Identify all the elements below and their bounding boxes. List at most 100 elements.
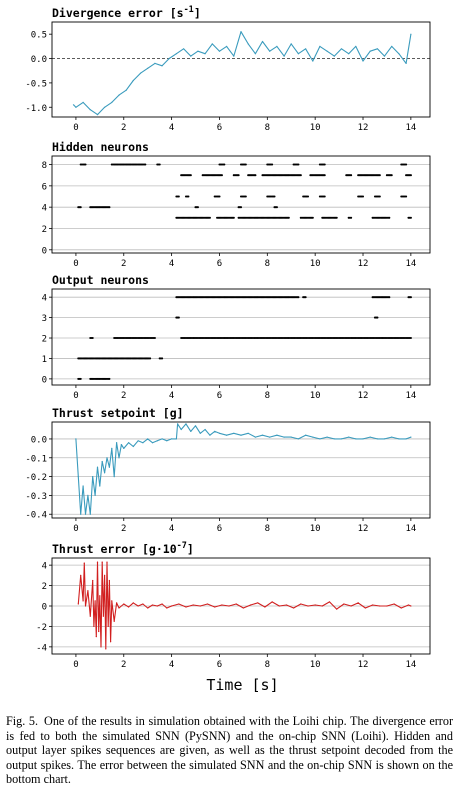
data-point <box>276 434 278 436</box>
x-tick-label: 0 <box>73 123 78 133</box>
data-point <box>321 605 323 607</box>
x-tick-label: 2 <box>121 391 126 401</box>
data-point <box>410 605 412 607</box>
data-point <box>283 55 285 57</box>
data-point <box>250 604 252 606</box>
data-line <box>73 31 412 116</box>
data-point <box>154 62 156 64</box>
x-tick-label: 10 <box>310 524 321 534</box>
chart-title: Output neurons <box>52 273 149 287</box>
data-point <box>300 603 302 605</box>
data-point <box>376 438 378 440</box>
y-tick-label: 8 <box>42 161 47 171</box>
data-point <box>398 53 400 55</box>
data-point <box>247 432 249 434</box>
data-point <box>125 89 127 91</box>
data-line <box>75 423 412 515</box>
spike-point <box>244 163 247 166</box>
data-point <box>226 45 228 48</box>
x-tick-label: 0 <box>73 391 78 401</box>
spike-point <box>335 216 338 219</box>
spike-point <box>153 336 156 340</box>
x-tick-label: 8 <box>265 524 270 534</box>
x-tick-label: 4 <box>169 123 174 133</box>
x-tick-label: 2 <box>121 524 126 534</box>
data-point <box>400 607 402 609</box>
chart-title-main: Hidden neurons <box>52 140 149 154</box>
data-point <box>80 513 82 515</box>
x-tick-label: 8 <box>265 259 270 269</box>
data-point <box>326 436 328 438</box>
data-point <box>104 106 106 108</box>
figure-x-axis-label-container: Time [s] <box>0 676 459 695</box>
x-tick-label: 6 <box>217 660 222 670</box>
plot-frame <box>51 21 431 118</box>
y-tick-label: 0 <box>42 246 47 256</box>
spike-point <box>244 195 247 198</box>
spike-point <box>218 195 221 198</box>
figure-caption: Fig. 5. One of the results in simulation … <box>6 714 453 787</box>
x-tick-label: 14 <box>405 524 416 534</box>
x-tick-label: 10 <box>310 123 321 133</box>
spike-point <box>409 174 412 177</box>
data-point <box>87 494 89 496</box>
data-point <box>102 615 104 617</box>
data-point <box>142 442 144 444</box>
chart-title-main: Thrust setpoint [g] <box>52 406 184 420</box>
data-point <box>278 605 280 607</box>
x-tick-label: 6 <box>217 123 222 133</box>
data-point <box>177 423 179 425</box>
data-point <box>312 436 314 438</box>
spike-point <box>350 216 353 219</box>
data-point <box>242 607 244 609</box>
data-point <box>405 62 407 64</box>
caption-text: One of the results in simulation obtaine… <box>6 714 454 787</box>
x-tick-label: 2 <box>121 660 126 670</box>
x-tick-label: 12 <box>358 259 369 269</box>
data-point <box>340 48 343 50</box>
data-point <box>118 457 120 459</box>
data-point <box>161 65 163 67</box>
chart-title-superscript: -7 <box>177 541 187 551</box>
x-tick-label: 4 <box>169 660 174 670</box>
data-point <box>96 114 99 116</box>
x-tick-label: 12 <box>358 660 369 670</box>
data-point <box>199 605 201 607</box>
data-point <box>336 608 338 610</box>
data-point <box>139 72 142 74</box>
y-tick-label: 4 <box>42 294 47 304</box>
data-point <box>105 648 107 650</box>
data-point <box>264 606 266 608</box>
chart-title-end: ] <box>194 6 201 20</box>
spike-point <box>405 163 408 166</box>
data-point <box>111 101 113 103</box>
spike-point <box>149 357 152 360</box>
y-tick-label: -0.1 <box>25 454 47 464</box>
spike-point <box>232 216 235 219</box>
data-point <box>166 607 168 609</box>
data-point <box>96 561 99 563</box>
data-point <box>142 603 144 605</box>
data-point <box>199 432 201 434</box>
y-tick-label: 2 <box>42 582 47 592</box>
data-point <box>161 603 163 605</box>
chart-title: Hidden neurons <box>52 140 149 154</box>
data-point <box>343 603 345 605</box>
chart-panel-1: Divergence error [s-1] 0.5 0.0 -0.5 -1.0 0 2 4 6… <box>25 5 431 133</box>
y-tick-label: -4 <box>36 643 47 653</box>
data-point <box>116 442 118 444</box>
x-tick-label: 4 <box>169 259 174 269</box>
data-point <box>111 600 113 602</box>
data-point <box>94 494 96 496</box>
data-point <box>72 104 75 106</box>
spike-point <box>323 195 326 198</box>
y-tick-label: 3 <box>42 314 47 324</box>
spike-point <box>409 336 412 340</box>
data-point <box>228 605 230 607</box>
x-tick-label: 0 <box>73 524 78 534</box>
data-point <box>261 40 264 43</box>
y-tick-label: 6 <box>42 182 47 192</box>
chart-title-end: ] <box>187 542 194 556</box>
data-point <box>82 101 84 103</box>
data-point <box>190 55 192 57</box>
